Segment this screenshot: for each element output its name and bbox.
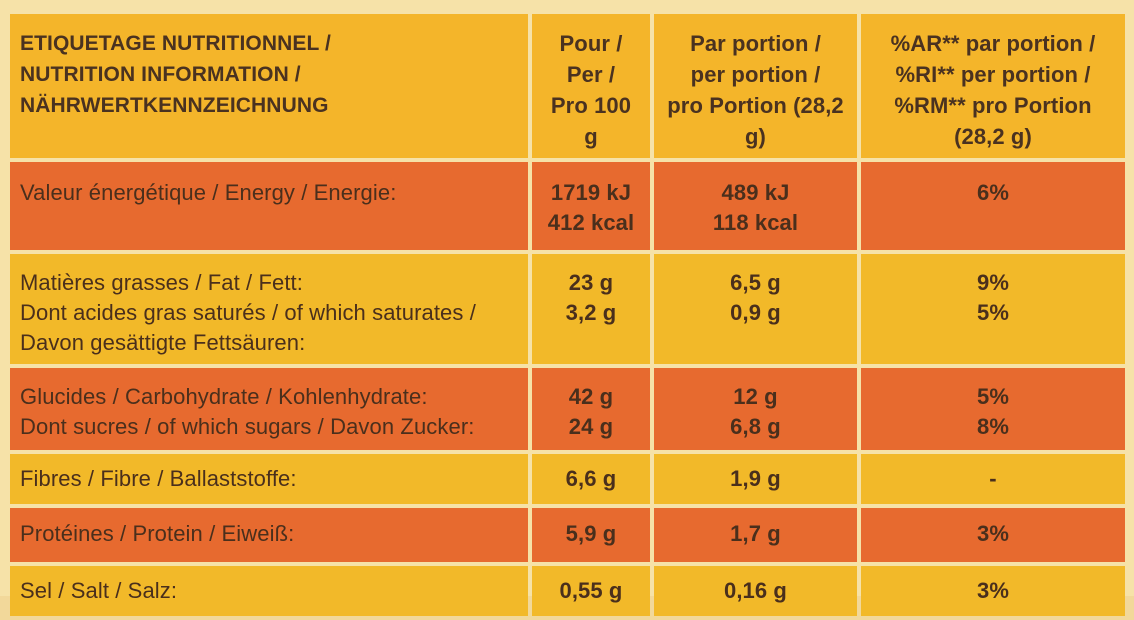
header-per100-line: Pro 100 g xyxy=(550,93,632,149)
value-line: 24 g xyxy=(568,414,614,439)
value-line: 12 g xyxy=(733,384,778,409)
label-line: Dont sucres / of which sugars / Davon Zu… xyxy=(20,414,475,439)
portion-cell: 12 g 6,8 g xyxy=(654,368,857,450)
value-line: 0,16 g xyxy=(724,578,787,603)
per100-cell: 0,55 g xyxy=(532,566,650,616)
per100-cell: 42 g 24 g xyxy=(532,368,650,450)
label-line: Fibres / Fibre / Ballaststoffe: xyxy=(20,466,297,491)
ri-cell: 3% xyxy=(861,508,1125,562)
header-label-line: NUTRITION INFORMATION / xyxy=(20,63,301,86)
label-line: Matières grasses / Fat / Fett: xyxy=(20,270,303,295)
table-row-protein: Protéines / Protein / Eiweiß: 5,9 g 1,7 … xyxy=(10,508,1125,562)
value-line: 6,8 g xyxy=(730,414,781,439)
value-line: 3,2 g xyxy=(565,300,617,325)
value-line: - xyxy=(989,466,997,491)
value-line: 6,6 g xyxy=(565,466,617,491)
value-line: 1,9 g xyxy=(730,466,781,491)
value-line: 489 kJ xyxy=(721,180,790,205)
value-line: 6,5 g xyxy=(730,270,781,295)
per100-cell: 6,6 g xyxy=(532,454,650,504)
portion-cell: 0,16 g xyxy=(654,566,857,616)
label-cell: Glucides / Carbohydrate / Kohlenhydrate:… xyxy=(10,368,528,450)
value-line: 5% xyxy=(977,300,1009,325)
ri-cell: 9% 5% xyxy=(861,254,1125,364)
value-line: 9% xyxy=(977,270,1009,295)
label-line: Protéines / Protein / Eiweiß: xyxy=(20,521,295,546)
table-row-energy: Valeur énergétique / Energy / Energie: 1… xyxy=(10,162,1125,250)
value-line: 412 kcal xyxy=(547,210,635,235)
per100-cell: 23 g 3,2 g xyxy=(532,254,650,364)
header-label-line: ETIQUETAGE NUTRITIONNEL / xyxy=(20,32,331,55)
value-line: 3% xyxy=(977,521,1009,546)
label-cell: Sel / Salt / Salz: xyxy=(10,566,528,616)
label-cell: Fibres / Fibre / Ballaststoffe: xyxy=(10,454,528,504)
value-line: 1719 kJ xyxy=(550,180,632,205)
header-portion-cell: Par portion / per portion / pro Portion … xyxy=(654,14,857,158)
value-line: 5% xyxy=(977,384,1009,409)
ri-cell: 3% xyxy=(861,566,1125,616)
table-header-row: ETIQUETAGE NUTRITIONNEL / NUTRITION INFO… xyxy=(10,14,1125,158)
label-line: Davon gesättigte Fettsäuren: xyxy=(20,330,306,355)
table-row-fibre: Fibres / Fibre / Ballaststoffe: 6,6 g 1,… xyxy=(10,454,1125,504)
portion-cell: 6,5 g 0,9 g xyxy=(654,254,857,364)
label-line: Dont acides gras saturés / of which satu… xyxy=(20,300,476,325)
header-portion-line: pro Portion (28,2 g) xyxy=(667,93,844,149)
label-line: Valeur énergétique / Energy / Energie: xyxy=(20,180,397,205)
header-label-line: NÄHRWERTKENNZEICHNUNG xyxy=(20,94,329,117)
header-per100-cell: Pour / Per / Pro 100 g xyxy=(532,14,650,158)
value-line: 118 kcal xyxy=(712,210,799,235)
header-ri-line: %RM** pro Portion (28,2 g) xyxy=(894,93,1092,149)
label-line: Glucides / Carbohydrate / Kohlenhydrate: xyxy=(20,384,428,409)
table-row-fat: Matières grasses / Fat / Fett: Dont acid… xyxy=(10,254,1125,364)
ri-cell: - xyxy=(861,454,1125,504)
value-line: 23 g xyxy=(568,270,614,295)
per100-cell: 5,9 g xyxy=(532,508,650,562)
table-row-carbohydrate: Glucides / Carbohydrate / Kohlenhydrate:… xyxy=(10,368,1125,450)
header-ri-line: %RI** per portion / xyxy=(895,62,1091,87)
value-line: 0,9 g xyxy=(730,300,781,325)
header-ri-line: %AR** par portion / xyxy=(890,31,1096,56)
header-ri-cell: %AR** par portion / %RI** per portion / … xyxy=(861,14,1125,158)
table-row-salt: Sel / Salt / Salz: 0,55 g 0,16 g 3% xyxy=(10,566,1125,616)
ri-cell: 6% xyxy=(861,162,1125,250)
value-line: 8% xyxy=(977,414,1009,439)
value-line: 1,7 g xyxy=(730,521,781,546)
label-cell: Matières grasses / Fat / Fett: Dont acid… xyxy=(10,254,528,364)
value-line: 3% xyxy=(977,578,1009,603)
value-line: 6% xyxy=(977,180,1009,205)
value-line: 0,55 g xyxy=(559,578,623,603)
per100-cell: 1719 kJ 412 kcal xyxy=(532,162,650,250)
ri-cell: 5% 8% xyxy=(861,368,1125,450)
header-per100-line: Pour / Per / xyxy=(559,31,623,87)
value-line: 5,9 g xyxy=(565,521,617,546)
portion-cell: 1,9 g xyxy=(654,454,857,504)
label-line: Sel / Salt / Salz: xyxy=(20,578,178,603)
label-cell: Valeur énergétique / Energy / Energie: xyxy=(10,162,528,250)
header-portion-line: Par portion / xyxy=(690,31,821,56)
portion-cell: 489 kJ 118 kcal xyxy=(654,162,857,250)
label-cell: Protéines / Protein / Eiweiß: xyxy=(10,508,528,562)
value-line: 42 g xyxy=(568,384,614,409)
header-portion-line: per portion / xyxy=(690,62,821,87)
nutrition-table: ETIQUETAGE NUTRITIONNEL / NUTRITION INFO… xyxy=(6,10,1129,620)
portion-cell: 1,7 g xyxy=(654,508,857,562)
header-label-cell: ETIQUETAGE NUTRITIONNEL / NUTRITION INFO… xyxy=(10,14,528,158)
